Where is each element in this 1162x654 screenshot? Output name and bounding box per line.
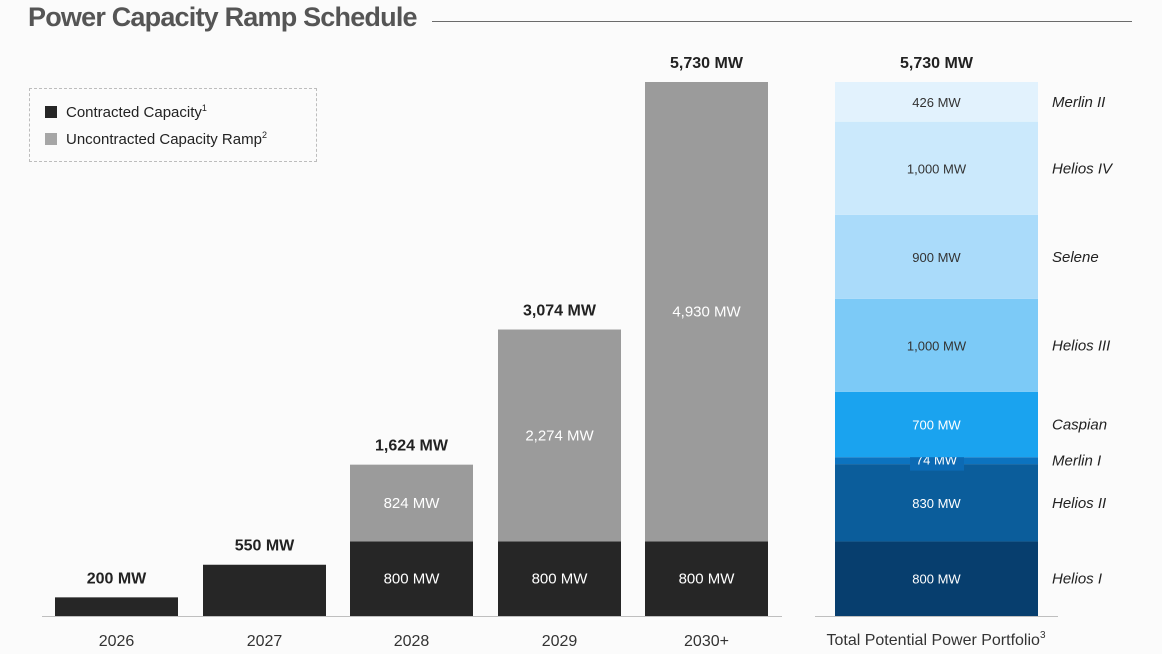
legend-swatch-uncontracted (45, 133, 57, 145)
data-label-contracted-capacity-2029: 800 MW (532, 571, 589, 588)
total-label-2026: 200 MW (87, 570, 147, 587)
portfolio-segment-helios-i (835, 541, 1038, 616)
x-tick-label-2026: 2026 (99, 633, 135, 650)
portfolio-name-label-merlin-i: Merlin I (1052, 453, 1101, 470)
total-label-2028: 1,624 MW (375, 438, 449, 455)
page-title: Power Capacity Ramp Schedule (28, 2, 418, 32)
portfolio-segment-helios-iii (835, 298, 1038, 392)
portfolio-segment-selene (835, 214, 1038, 299)
portfolio-name-label-selene: Selene (1052, 249, 1099, 266)
portfolio-value-label-helios-ii: 830 MW (912, 496, 961, 511)
bar-contracted-capacity-2027 (203, 564, 326, 616)
legend-label-uncontracted: Uncontracted Capacity Ramp2 (66, 130, 267, 148)
portfolio-name-label-helios-i: Helios I (1052, 571, 1102, 588)
portfolio-value-label-caspian: 700 MW (912, 418, 961, 433)
bar-contracted-capacity-2030 (645, 541, 768, 616)
data-label-uncontracted-capacity-ramp-2028: 824 MW (384, 495, 441, 512)
portfolio-name-label-helios-ii: Helios II (1052, 495, 1106, 512)
portfolio-category-label: Total Potential Power Portfolio3 (826, 630, 1045, 649)
legend-item-uncontracted: Uncontracted Capacity Ramp2 (45, 129, 267, 149)
portfolio-value-label-helios-i: 800 MW (912, 572, 961, 587)
portfolio-name-label-helios-iv: Helios IV (1052, 160, 1114, 177)
x-tick-label-2029: 2029 (542, 633, 578, 650)
title-rule (432, 21, 1132, 22)
total-label-2030: 5,730 MW (670, 55, 744, 72)
portfolio-name-label-merlin-ii: Merlin II (1052, 94, 1105, 111)
portfolio-segment-caspian (835, 391, 1038, 458)
portfolio-value-label-merlin-ii: 426 MW (912, 95, 961, 110)
legend: Contracted Capacity1 Uncontracted Capaci… (29, 88, 317, 162)
bar-uncontracted-capacity-ramp-2029 (498, 329, 621, 542)
portfolio-value-label-helios-iv: 1,000 MW (907, 161, 967, 176)
x-tick-label-2028: 2028 (394, 633, 430, 650)
bar-contracted-capacity-2028 (350, 541, 473, 616)
bar-uncontracted-capacity-ramp-2030 (645, 82, 768, 542)
data-label-uncontracted-capacity-ramp-2030: 4,930 MW (672, 304, 741, 321)
portfolio-name-label-helios-iii: Helios III (1052, 337, 1110, 354)
total-label-2029: 3,074 MW (523, 303, 597, 320)
portfolio-segment-merlin-ii (835, 82, 1038, 122)
portfolio-total-label: 5,730 MW (900, 55, 974, 72)
x-tick-label-2030: 2030+ (684, 633, 729, 650)
bar-contracted-capacity-2026 (55, 597, 178, 616)
portfolio-value-label-helios-iii: 1,000 MW (907, 338, 967, 353)
data-label-contracted-capacity-2030: 800 MW (679, 571, 736, 588)
bar-contracted-capacity-2029 (498, 541, 621, 616)
x-tick-label-2027: 2027 (247, 633, 283, 650)
portfolio-segment-helios-iv (835, 121, 1038, 215)
data-label-contracted-capacity-2028: 800 MW (384, 571, 441, 588)
portfolio-value-label-selene: 900 MW (912, 250, 961, 265)
portfolio-name-label-caspian: Caspian (1052, 417, 1107, 434)
legend-swatch-contracted (45, 106, 57, 118)
bar-uncontracted-capacity-ramp-2028 (350, 464, 473, 542)
legend-label-contracted: Contracted Capacity1 (66, 103, 207, 121)
legend-item-contracted: Contracted Capacity1 (45, 102, 207, 122)
portfolio-segment-helios-ii (835, 464, 1038, 542)
total-label-2027: 550 MW (235, 538, 295, 555)
data-label-uncontracted-capacity-ramp-2029: 2,274 MW (525, 427, 594, 444)
